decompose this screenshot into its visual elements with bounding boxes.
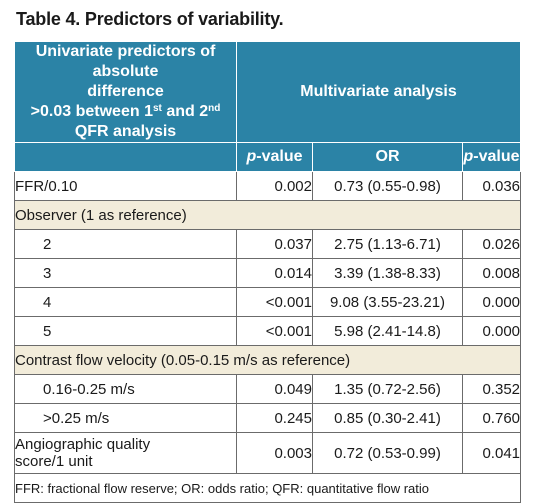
univariate-p-value: 0.245 <box>236 403 313 433</box>
row-label: 2 <box>14 229 237 259</box>
univariate-header-line3: >0.03 between 1st and 2nd QFR analysis <box>30 103 221 140</box>
odds-ratio: 5.98 (2.41-14.8) <box>312 316 463 346</box>
univariate-p-value-header: p-value <box>236 142 313 172</box>
univariate-p-value: <0.001 <box>236 287 313 317</box>
table-row: 3 0.014 3.39 (1.38-8.33) 0.008 <box>14 258 522 288</box>
header-row-sub: p-value OR p-value <box>14 142 522 172</box>
univariate-p-value: <0.001 <box>236 316 313 346</box>
row-label: 0.16-0.25 m/s <box>14 374 237 404</box>
row-label: 3 <box>14 258 237 288</box>
section-row: Contrast flow velocity (0.05-0.15 m/s as… <box>13 345 522 375</box>
multivariate-p-value: 0.026 <box>461 229 522 259</box>
univariate-p-value: 0.003 <box>236 432 313 474</box>
univariate-p-value: 0.002 <box>236 171 313 201</box>
odds-ratio: 3.39 (1.38-8.33) <box>312 258 463 288</box>
row-label: >0.25 m/s <box>14 403 237 433</box>
multivariate-p-value: 0.760 <box>461 403 522 433</box>
odds-ratio: 1.35 (0.72-2.56) <box>312 374 463 404</box>
univariate-header-line2: difference <box>87 83 164 100</box>
multivariate-p-value: 0.041 <box>461 432 522 474</box>
section-label: Contrast flow velocity (0.05-0.15 m/s as… <box>13 345 522 375</box>
multivariate-p-value: 0.000 <box>461 316 522 346</box>
header-blank-cell <box>14 142 237 172</box>
odds-ratio: 0.72 (0.53-0.99) <box>312 432 463 474</box>
table-caption: Table 4. Predictors of variability. <box>16 9 284 29</box>
or-header: OR <box>312 142 463 172</box>
table-row: 2 0.037 2.75 (1.13-6.71) 0.026 <box>14 229 522 259</box>
multivariate-p-value-header: p-value <box>461 142 522 172</box>
table-row: FFR/0.10 0.002 0.73 (0.55-0.98) 0.036 <box>14 171 522 201</box>
univariate-p-value: 0.049 <box>236 374 313 404</box>
odds-ratio: 2.75 (1.13-6.71) <box>312 229 463 259</box>
odds-ratio: 0.73 (0.55-0.98) <box>312 171 463 201</box>
row-label: 5 <box>14 316 237 346</box>
row-label: 4 <box>14 287 237 317</box>
multivariate-header: Multivariate analysis <box>235 41 522 143</box>
multivariate-p-value: 0.000 <box>461 287 522 317</box>
section-label: Observer (1 as reference) <box>13 200 522 230</box>
odds-ratio: 9.08 (3.55-23.21) <box>312 287 463 317</box>
odds-ratio: 0.85 (0.30-2.41) <box>312 403 463 433</box>
univariate-header: Univariate predictors of absolute differ… <box>14 41 237 143</box>
predictors-table: Univariate predictors of absolute differ… <box>13 41 522 503</box>
table-row: 5 <0.001 5.98 (2.41-14.8) 0.000 <box>14 316 522 346</box>
multivariate-p-value: 0.352 <box>461 374 522 404</box>
univariate-p-value: 0.014 <box>236 258 313 288</box>
row-label: Angiographic quality score/1 unit <box>14 432 237 474</box>
multivariate-p-value: 0.008 <box>461 258 522 288</box>
univariate-p-value: 0.037 <box>236 229 313 259</box>
section-row: Observer (1 as reference) <box>13 200 522 230</box>
table-row: 0.16-0.25 m/s 0.049 1.35 (0.72-2.56) 0.3… <box>14 374 522 404</box>
footnote-row: FFR: fractional flow reserve; OR: odds r… <box>13 473 522 503</box>
row-label: FFR/0.10 <box>14 171 237 201</box>
table-row: Angiographic quality score/1 unit 0.003 … <box>14 432 522 474</box>
header-row-main: Univariate predictors of absolute differ… <box>14 41 522 143</box>
multivariate-p-value: 0.036 <box>461 171 522 201</box>
univariate-header-line1: Univariate predictors of absolute <box>35 43 216 80</box>
table-row: 4 <0.001 9.08 (3.55-23.21) 0.000 <box>14 287 522 317</box>
table-row: >0.25 m/s 0.245 0.85 (0.30-2.41) 0.760 <box>14 403 522 433</box>
footnote: FFR: fractional flow reserve; OR: odds r… <box>13 473 522 503</box>
